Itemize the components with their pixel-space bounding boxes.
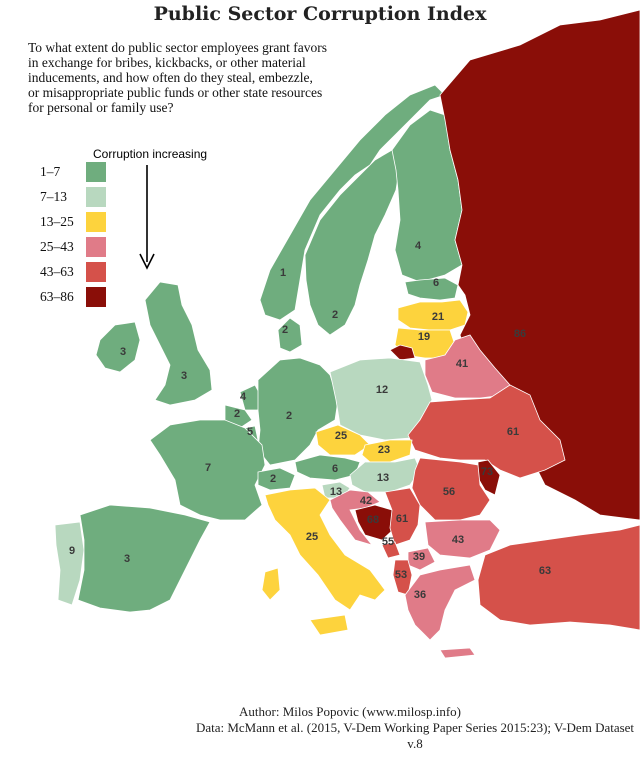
country-russia (389, 9, 640, 521)
value-label-lithuania: 19 (418, 331, 430, 343)
value-label-united-kingdom: 3 (181, 370, 187, 382)
value-label-belarus: 41 (456, 358, 468, 370)
author-credit: Author: Milos Popovic (www.milosp.info) (239, 704, 461, 719)
data-source: Data: McMann et al. (2015, V-Dem Working… (195, 720, 635, 751)
country-switzerland (257, 467, 296, 491)
legend-item: 63–86 (40, 285, 120, 310)
country-bulgaria (424, 519, 501, 559)
country-portugal (54, 521, 85, 606)
country-estonia (404, 277, 459, 301)
legend-item: 1–7 (40, 160, 120, 185)
legend-label: 25–43 (40, 239, 74, 254)
value-label-france: 7 (205, 462, 211, 474)
value-label-luxembourg: 5 (247, 426, 253, 438)
legend-swatch (86, 212, 106, 232)
value-label-albania: 53 (395, 569, 407, 581)
country-serbia (384, 487, 421, 546)
country-ukraine (407, 384, 566, 479)
corruption-arrow (139, 165, 155, 270)
value-label-germany: 2 (286, 410, 292, 422)
country-layer (54, 9, 640, 659)
value-label-latvia: 21 (432, 311, 444, 323)
legend-label: 63–86 (40, 289, 74, 304)
value-label-ireland: 3 (120, 346, 126, 358)
value-label-bulgaria: 43 (452, 534, 464, 546)
legend-swatch (86, 237, 106, 257)
legend-title: Corruption increasing (93, 147, 208, 161)
value-label-moldova: 73 (481, 466, 493, 478)
legend-label: 7–13 (40, 189, 67, 204)
country-sweden (304, 149, 401, 336)
country-slovakia (361, 439, 413, 463)
country-croatia (329, 489, 381, 546)
value-label-slovakia: 23 (378, 444, 390, 456)
country-belgium (224, 404, 253, 429)
legend-item: 7–13 (40, 185, 120, 210)
map-question: To what extent do public sector employee… (28, 40, 327, 115)
value-label-netherlands: 4 (240, 391, 247, 403)
legend-label: 1–7 (40, 164, 61, 179)
value-label-greece: 36 (414, 589, 426, 601)
value-label-ukraine: 61 (507, 426, 519, 438)
value-label-norway: 1 (280, 267, 286, 279)
country-bosnia-and-herzegovina (354, 504, 396, 541)
value-label-hungary: 13 (377, 472, 389, 484)
country-czech-republic (315, 424, 371, 456)
value-label-finland: 4 (415, 240, 422, 252)
value-label-turkey: 63 (539, 565, 551, 577)
country-denmark (277, 317, 303, 353)
value-label-switzerland: 2 (270, 473, 276, 485)
legend-swatch (86, 262, 106, 282)
legend-item: 43–63 (40, 260, 120, 285)
country-spain (77, 504, 211, 613)
value-label-belgium: 2 (234, 408, 240, 420)
value-label-montenegro: 55 (382, 536, 394, 548)
value-label-croatia: 42 (360, 495, 372, 507)
value-label-poland: 12 (376, 384, 388, 396)
legend-label: 43–63 (40, 264, 74, 279)
legend-swatch (86, 287, 106, 307)
country-greece (404, 564, 476, 659)
country-norway (259, 84, 446, 321)
value-label-romania: 56 (443, 486, 455, 498)
country-turkey (477, 524, 640, 631)
legend: 1–7 7–13 13–25 25–43 43–63 63–86 (40, 160, 120, 310)
value-label-slovenia: 13 (330, 486, 342, 498)
value-label-north-macedonia: 39 (413, 551, 425, 563)
legend-item: 25–43 (40, 235, 120, 260)
country-ireland (95, 321, 141, 373)
value-label-austria: 6 (332, 463, 338, 475)
value-label-estonia: 6 (433, 277, 439, 289)
value-label-denmark: 2 (282, 324, 288, 336)
value-label-russia: 86 (514, 328, 526, 340)
value-label-serbia: 61 (396, 513, 408, 525)
value-label-bosnia-and-herzegovina: 68 (367, 514, 379, 526)
country-italy (261, 487, 386, 636)
legend-item: 13–25 (40, 210, 120, 235)
value-label-portugal: 9 (69, 545, 75, 557)
country-united-kingdom (144, 281, 213, 406)
legend-swatch (86, 162, 106, 182)
value-label-spain: 3 (124, 553, 130, 565)
legend-label: 13–25 (40, 214, 74, 229)
country-france (149, 419, 266, 521)
value-label-italy: 25 (306, 531, 318, 543)
country-montenegro (381, 541, 401, 559)
legend-swatch (86, 187, 106, 207)
map-title: Public Sector Corruption Index (153, 3, 487, 25)
value-label-sweden: 2 (332, 309, 338, 321)
country-germany (257, 357, 339, 466)
value-label-czech-republic: 25 (335, 430, 347, 442)
